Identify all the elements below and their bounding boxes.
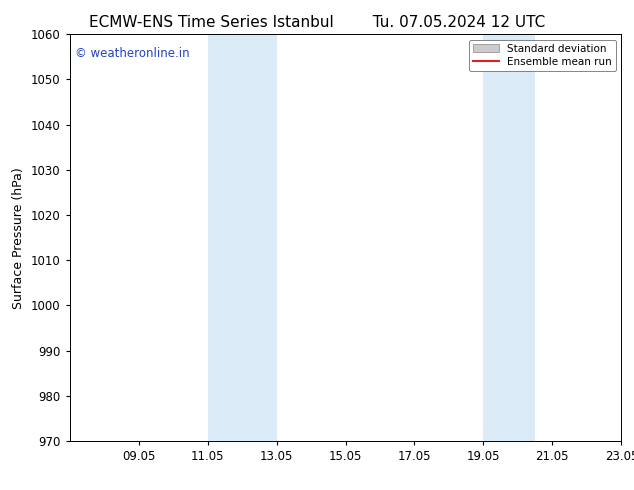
Bar [207,34,276,441]
Text: © weatheronline.in: © weatheronline.in [75,47,190,59]
Bar [483,34,535,441]
Legend: Standard deviation, Ensemble mean run: Standard deviation, Ensemble mean run [469,40,616,71]
Y-axis label: Surface Pressure (hPa): Surface Pressure (hPa) [13,167,25,309]
Text: ECMW-ENS Time Series Istanbul        Tu. 07.05.2024 12 UTC: ECMW-ENS Time Series Istanbul Tu. 07.05.… [89,15,545,30]
